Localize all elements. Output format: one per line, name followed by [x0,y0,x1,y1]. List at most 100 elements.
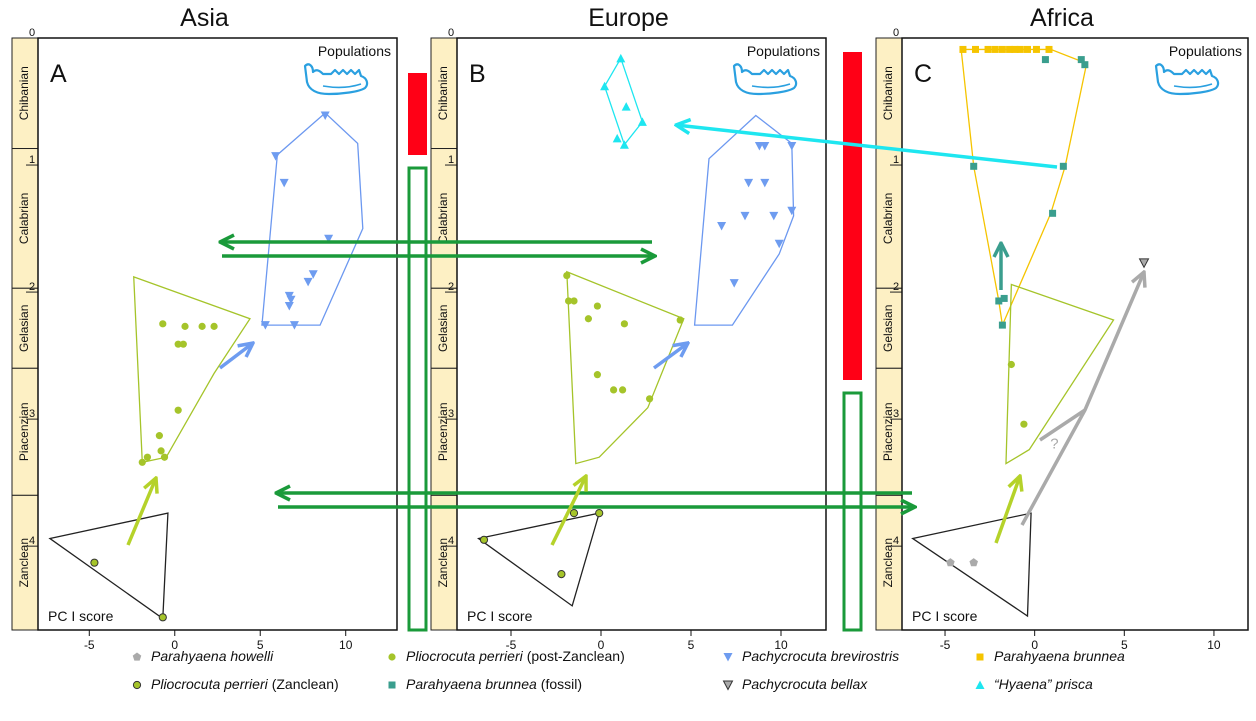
chart-title: Europe [588,4,669,32]
legend-label: Pliocrocuta perrieri (Zanclean) [151,676,339,692]
point [324,234,334,244]
range-bar [408,73,427,155]
point [388,653,396,661]
x-axis-label: PC I score [467,608,533,624]
point [998,45,1006,53]
y-tick-label: 0 [893,27,899,39]
jaw-icon [732,63,798,96]
point [970,162,978,170]
point [569,509,579,518]
legend-name: “Hyaena” prisca [994,676,1093,692]
stage-label: Calabrian [436,193,450,244]
y-tick-label: 1 [448,154,454,166]
legend-name: Parahyaena howelli [151,648,274,664]
jaw-icon [1154,63,1220,96]
stage-label: Zanclean [17,538,31,587]
stage-band [430,148,458,289]
panel: Chibanian Calabrian Gelasian Piacenzian Zanc… [875,4,1249,652]
y-tick-label: 4 [448,535,454,547]
point [138,458,146,466]
legend-name: Pliocrocuta perrieri [151,676,269,692]
point [132,680,142,690]
arrow [218,343,253,370]
annotation: ? [1050,435,1058,452]
point [769,211,779,221]
point [984,45,992,53]
x-tick-label: -5 [506,638,517,652]
panels: Chibanian Calabrian Gelasian Piacenzian Zanc… [11,4,1249,652]
point [676,316,684,324]
point [159,320,167,328]
legend-label: Pachycrocuta bellax [742,676,868,692]
legend-qualifier: (Zanclean) [272,676,339,692]
point [286,295,296,305]
arrow [676,125,1058,169]
point [1045,45,1053,53]
point [760,141,770,151]
legend-name: Parahyaena brunnea [994,648,1125,664]
point [976,653,984,661]
hull [48,512,169,620]
point [1032,45,1040,53]
populations-label: Populations [747,43,820,59]
point [1059,162,1067,170]
x-tick-label: 0 [171,638,178,652]
jaw-icon [303,63,369,96]
hull [133,275,251,464]
arrow [126,478,156,546]
hull [960,48,1088,328]
legend-label: Parahyaena howelli [151,648,274,664]
stage-band [875,494,903,631]
point [210,322,218,330]
point [610,386,618,394]
point [479,535,489,544]
point [717,222,727,231]
arrow [994,476,1020,544]
point [593,371,602,379]
range-bar [407,166,428,632]
point [143,453,152,461]
x-tick-label: 0 [1031,638,1038,652]
point [998,321,1006,329]
y-tick-label: 4 [893,535,899,547]
y-tick-label: 0 [448,27,454,39]
hull [603,56,644,147]
legend-label: Pliocrocuta perrieri (post-Zanclean) [406,648,625,664]
point [565,297,573,305]
point [1023,45,1031,53]
point [774,239,784,249]
point [179,340,187,348]
plot-frame [456,37,827,631]
point [1006,45,1014,53]
stage-label: Gelasian [17,305,31,352]
stage-label: Piacenzian [881,402,895,461]
arrow [550,476,586,546]
legend-label: “Hyaena” prisca [994,676,1093,692]
point [1007,360,1015,369]
point [595,509,604,518]
stage-band [430,367,458,496]
stage-label: Gelasian [881,305,895,352]
point [637,117,647,126]
point [1138,258,1150,269]
point [1020,420,1028,428]
panel-label: B [469,60,486,88]
point [1016,45,1024,53]
point [289,321,299,330]
legend-label: Pachycrocuta brevirostris [742,648,899,664]
legend-name: Pachycrocuta brevirostris [742,648,899,664]
stage-band [11,494,39,631]
chart-title: Asia [180,4,229,32]
x-tick-label: 5 [688,638,695,652]
point [1081,61,1089,69]
x-axis-label: PC I score [48,608,114,624]
hull [1005,283,1115,465]
stage-label: Piacenzian [436,402,450,461]
panel: Chibanian Calabrian Gelasian Piacenzian Zanc… [430,4,827,652]
point [198,322,206,330]
point [557,570,566,579]
point [972,45,980,53]
y-tick-label: 1 [893,154,899,166]
stage-band [11,148,39,289]
y-tick-label: 3 [893,408,899,420]
